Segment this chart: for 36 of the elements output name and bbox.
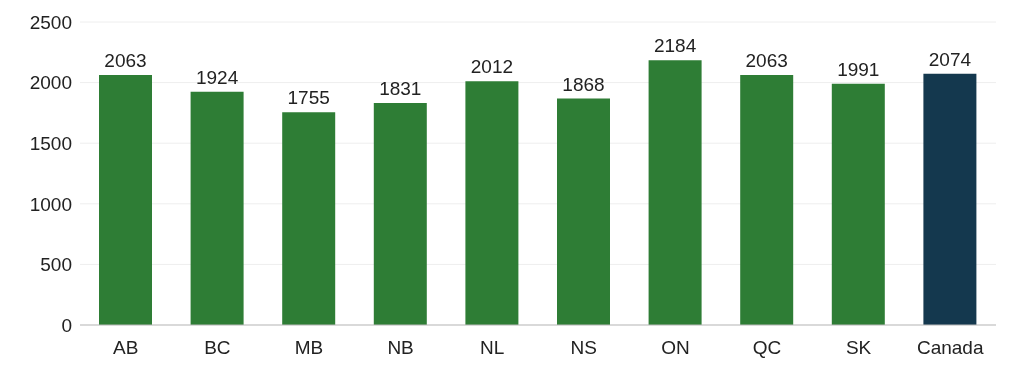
data-label: 2063 <box>104 49 147 71</box>
bar <box>923 73 977 325</box>
bar <box>648 60 702 325</box>
y-tick-label: 2500 <box>29 11 72 33</box>
data-label: 2063 <box>745 49 788 71</box>
x-tick-label: BC <box>204 337 231 359</box>
bar <box>557 98 610 325</box>
data-label: 1924 <box>195 66 239 88</box>
bar <box>465 81 519 325</box>
bar <box>373 103 427 325</box>
data-label: 1755 <box>287 87 330 109</box>
x-tick-label: NL <box>480 337 505 359</box>
x-tick-label: MB <box>294 337 324 359</box>
bar <box>190 91 244 325</box>
x-tick-label: QC <box>752 337 782 359</box>
x-tick-label: NB <box>387 337 414 359</box>
bar <box>831 83 885 325</box>
x-tick-label: SK <box>845 337 872 359</box>
x-tick-label: Canada <box>916 337 984 359</box>
data-label: 2074 <box>928 48 972 70</box>
y-tick-label: 2000 <box>29 72 72 94</box>
data-label: 1831 <box>379 78 422 100</box>
y-tick-label: 1000 <box>29 193 72 215</box>
bar <box>99 74 152 325</box>
x-tick-label: NS <box>570 337 597 359</box>
data-label: 2012 <box>470 56 514 78</box>
data-label: 1868 <box>562 73 605 95</box>
y-tick-label: 0 <box>61 314 72 336</box>
y-tick-label: 1500 <box>29 132 72 154</box>
x-tick-label: ON <box>661 337 690 359</box>
data-label: 2184 <box>653 35 697 57</box>
bar <box>282 112 336 325</box>
data-label: 1991 <box>837 58 880 80</box>
x-tick-label: AB <box>113 337 139 359</box>
y-tick-label: 500 <box>40 254 72 276</box>
bar <box>740 74 794 325</box>
